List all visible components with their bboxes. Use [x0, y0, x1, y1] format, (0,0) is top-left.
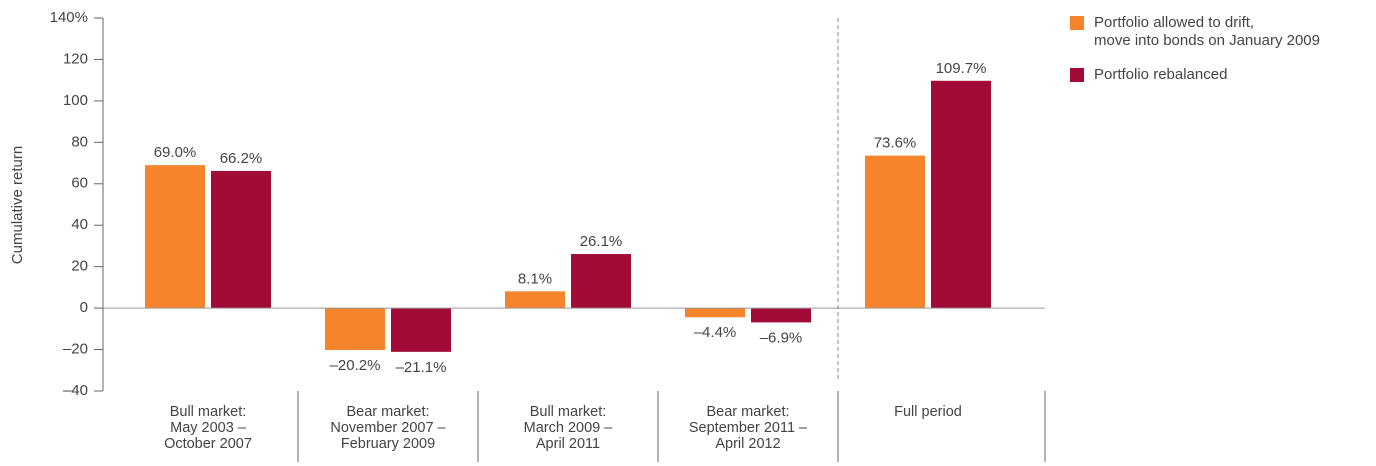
value-label: –20.2% — [330, 357, 381, 374]
y-tick-label: –40 — [63, 382, 88, 399]
bar — [211, 170, 271, 309]
x-tick-label: Bull market: March 2009 – April 2011 — [523, 404, 613, 452]
value-label: 73.6% — [874, 135, 917, 152]
y-tick-label: 40 — [71, 216, 88, 233]
bar — [391, 308, 451, 352]
legend-label: Portfolio rebalanced — [1094, 66, 1228, 83]
y-tick-label: 20 — [71, 258, 88, 275]
value-label: 8.1% — [518, 270, 552, 287]
value-label: –6.9% — [760, 329, 803, 346]
value-label: 109.7% — [936, 60, 987, 77]
y-tick-label: 100 — [63, 92, 88, 109]
bar — [571, 254, 631, 309]
legend-label: Portfolio allowed to drift, move into bo… — [1094, 14, 1320, 49]
legend-swatch — [1070, 16, 1084, 30]
bar — [505, 291, 565, 309]
legend-swatch — [1070, 68, 1084, 82]
value-label: 66.2% — [220, 150, 263, 167]
bar — [325, 308, 385, 350]
x-tick-label: Bear market: September 2011 – April 2012 — [688, 404, 808, 452]
value-label: 69.0% — [154, 144, 197, 161]
value-label: –21.1% — [396, 359, 447, 376]
y-tick-label: 140% — [50, 9, 88, 26]
bar — [751, 308, 811, 323]
x-tick-label: Bull market: May 2003 – October 2007 — [164, 404, 252, 452]
bar — [931, 80, 991, 309]
legend-item: Portfolio allowed to drift, move into bo… — [1070, 14, 1320, 50]
y-axis-label: Cumulative return — [9, 146, 26, 264]
bar — [685, 308, 745, 318]
y-tick-label: 80 — [71, 133, 88, 150]
bar — [145, 165, 205, 309]
y-tick-label: 60 — [71, 175, 88, 192]
x-tick-label: Full period — [894, 404, 962, 420]
value-label: –4.4% — [694, 324, 737, 341]
bar — [865, 155, 925, 309]
legend-item: Portfolio rebalanced — [1070, 66, 1227, 84]
y-tick-label: 120 — [63, 50, 88, 67]
value-label: 26.1% — [580, 233, 623, 250]
x-tick-label: Bear market: November 2007 – February 20… — [330, 404, 446, 452]
y-tick-label: 0 — [80, 299, 88, 316]
y-tick-label: –20 — [63, 341, 88, 358]
